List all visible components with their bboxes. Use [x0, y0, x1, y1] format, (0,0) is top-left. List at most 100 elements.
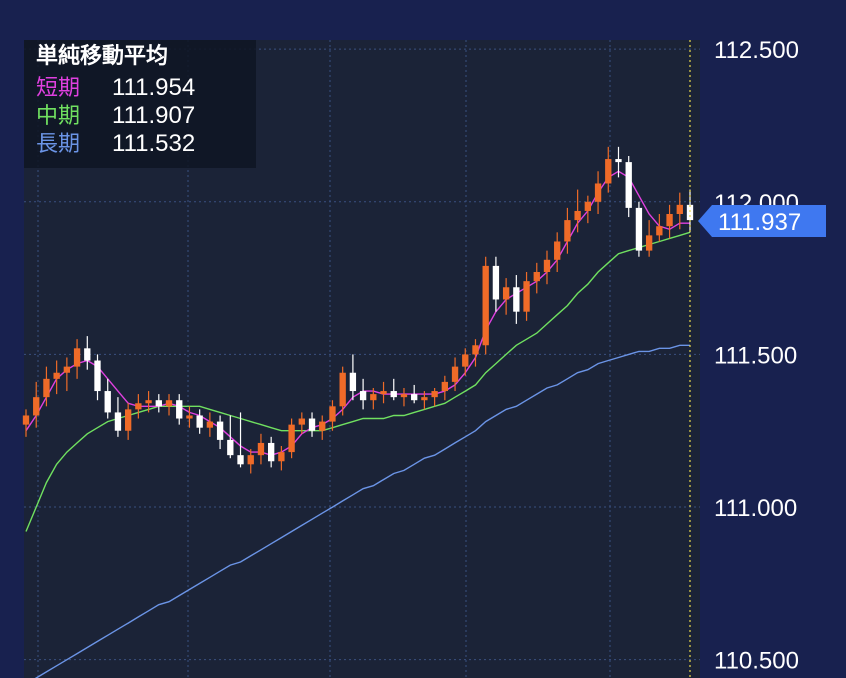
candle-body-62	[656, 226, 663, 236]
candle-25	[278, 446, 285, 471]
candle-2	[43, 366, 50, 407]
candle-58	[615, 146, 622, 178]
candle-47	[502, 278, 510, 315]
candle-16	[186, 406, 193, 428]
candle-body-24	[268, 442, 275, 462]
candle-12	[145, 391, 152, 413]
candle-body-13	[155, 400, 162, 407]
candle-8	[104, 378, 111, 419]
candle-body-56	[594, 183, 602, 202]
candle-56	[594, 171, 602, 214]
candle-17	[196, 409, 203, 434]
candle-33	[359, 378, 367, 410]
candle-36	[390, 378, 397, 401]
candle-body-6	[84, 348, 91, 361]
candle-51	[543, 250, 551, 285]
legend-label-mid: 中期	[36, 104, 80, 129]
candle-29	[319, 415, 326, 440]
candle-64	[676, 192, 683, 230]
candle-body-37	[400, 394, 408, 398]
candle-body-35	[380, 391, 387, 395]
sma-long-line	[34, 344, 690, 678]
candle-body-45	[482, 265, 489, 346]
candle-body-25	[278, 452, 285, 462]
candle-22	[247, 449, 254, 474]
y-tick-label-0: 112.500	[714, 37, 799, 64]
candle-20	[227, 415, 234, 459]
legend-entry-mid: 中期 111.907	[36, 102, 195, 129]
candle-body-55	[584, 201, 592, 211]
candle-body-63	[666, 214, 673, 227]
candle-body-46	[492, 265, 500, 300]
candle-15	[176, 394, 183, 425]
candle-body-65	[686, 204, 694, 221]
candle-4	[63, 357, 71, 392]
candle-50	[533, 262, 540, 294]
candle-31	[339, 366, 346, 416]
candle-38	[411, 384, 418, 404]
candle-body-36	[390, 391, 397, 398]
candle-body-42	[451, 366, 459, 382]
candle-body-8	[104, 391, 111, 413]
candle-body-7	[94, 360, 101, 392]
y-tick-label-2: 111.500	[714, 342, 797, 369]
candle-body-64	[676, 204, 683, 214]
candle-24	[268, 436, 275, 468]
legend-entry-long: 長期 111.532	[36, 130, 195, 157]
candle-body-30	[329, 406, 336, 422]
candle-body-9	[114, 412, 122, 431]
candle-body-51	[543, 259, 551, 272]
candle-28	[308, 412, 316, 437]
y-tick-label-4: 110.500	[714, 648, 799, 675]
candle-13	[155, 394, 162, 413]
candle-body-31	[339, 372, 346, 407]
candle-body-60	[635, 207, 643, 251]
candle-body-57	[605, 159, 612, 184]
candle-body-22	[247, 455, 254, 465]
candle-body-27	[298, 418, 305, 425]
candle-35	[380, 381, 387, 404]
candle-60	[635, 201, 643, 257]
candle-0	[22, 409, 30, 437]
legend-label-long: 長期	[36, 132, 80, 157]
candle-body-49	[523, 281, 530, 312]
candle-39	[421, 391, 428, 410]
candle-21	[237, 412, 244, 468]
legend-entry-short: 短期 111.954	[36, 74, 195, 101]
candle-body-21	[237, 455, 244, 465]
candle-19	[216, 415, 224, 450]
candle-body-26	[288, 424, 295, 453]
candle-body-2	[43, 378, 50, 398]
candle-30	[329, 400, 336, 431]
candle-body-23	[257, 442, 265, 456]
candle-5	[73, 339, 81, 379]
candle-53	[564, 207, 571, 254]
candles	[22, 146, 694, 474]
candle-body-1	[33, 397, 40, 416]
candle-6	[84, 336, 91, 370]
candle-body-44	[472, 345, 479, 355]
candle-body-43	[462, 354, 469, 367]
candle-body-17	[196, 415, 203, 428]
candle-32	[349, 354, 357, 401]
candle-body-32	[349, 372, 357, 392]
candle-body-3	[53, 372, 60, 379]
candle-49	[523, 272, 530, 321]
candle-body-47	[502, 287, 510, 300]
candle-11	[135, 394, 142, 419]
candle-45	[482, 256, 489, 355]
legend-value-short: 111.954	[112, 74, 195, 101]
candle-body-15	[176, 400, 183, 419]
candle-37	[400, 388, 408, 407]
candle-body-50	[533, 272, 540, 282]
candle-18	[206, 412, 214, 437]
candle-61	[645, 220, 653, 257]
sma-mid-line	[25, 231, 691, 532]
candle-body-33	[359, 391, 367, 401]
candle-14	[165, 394, 173, 416]
candle-body-18	[206, 421, 214, 428]
candle-body-19	[216, 421, 224, 440]
candle-55	[584, 195, 592, 224]
legend-title: 単純移動平均	[36, 43, 168, 69]
